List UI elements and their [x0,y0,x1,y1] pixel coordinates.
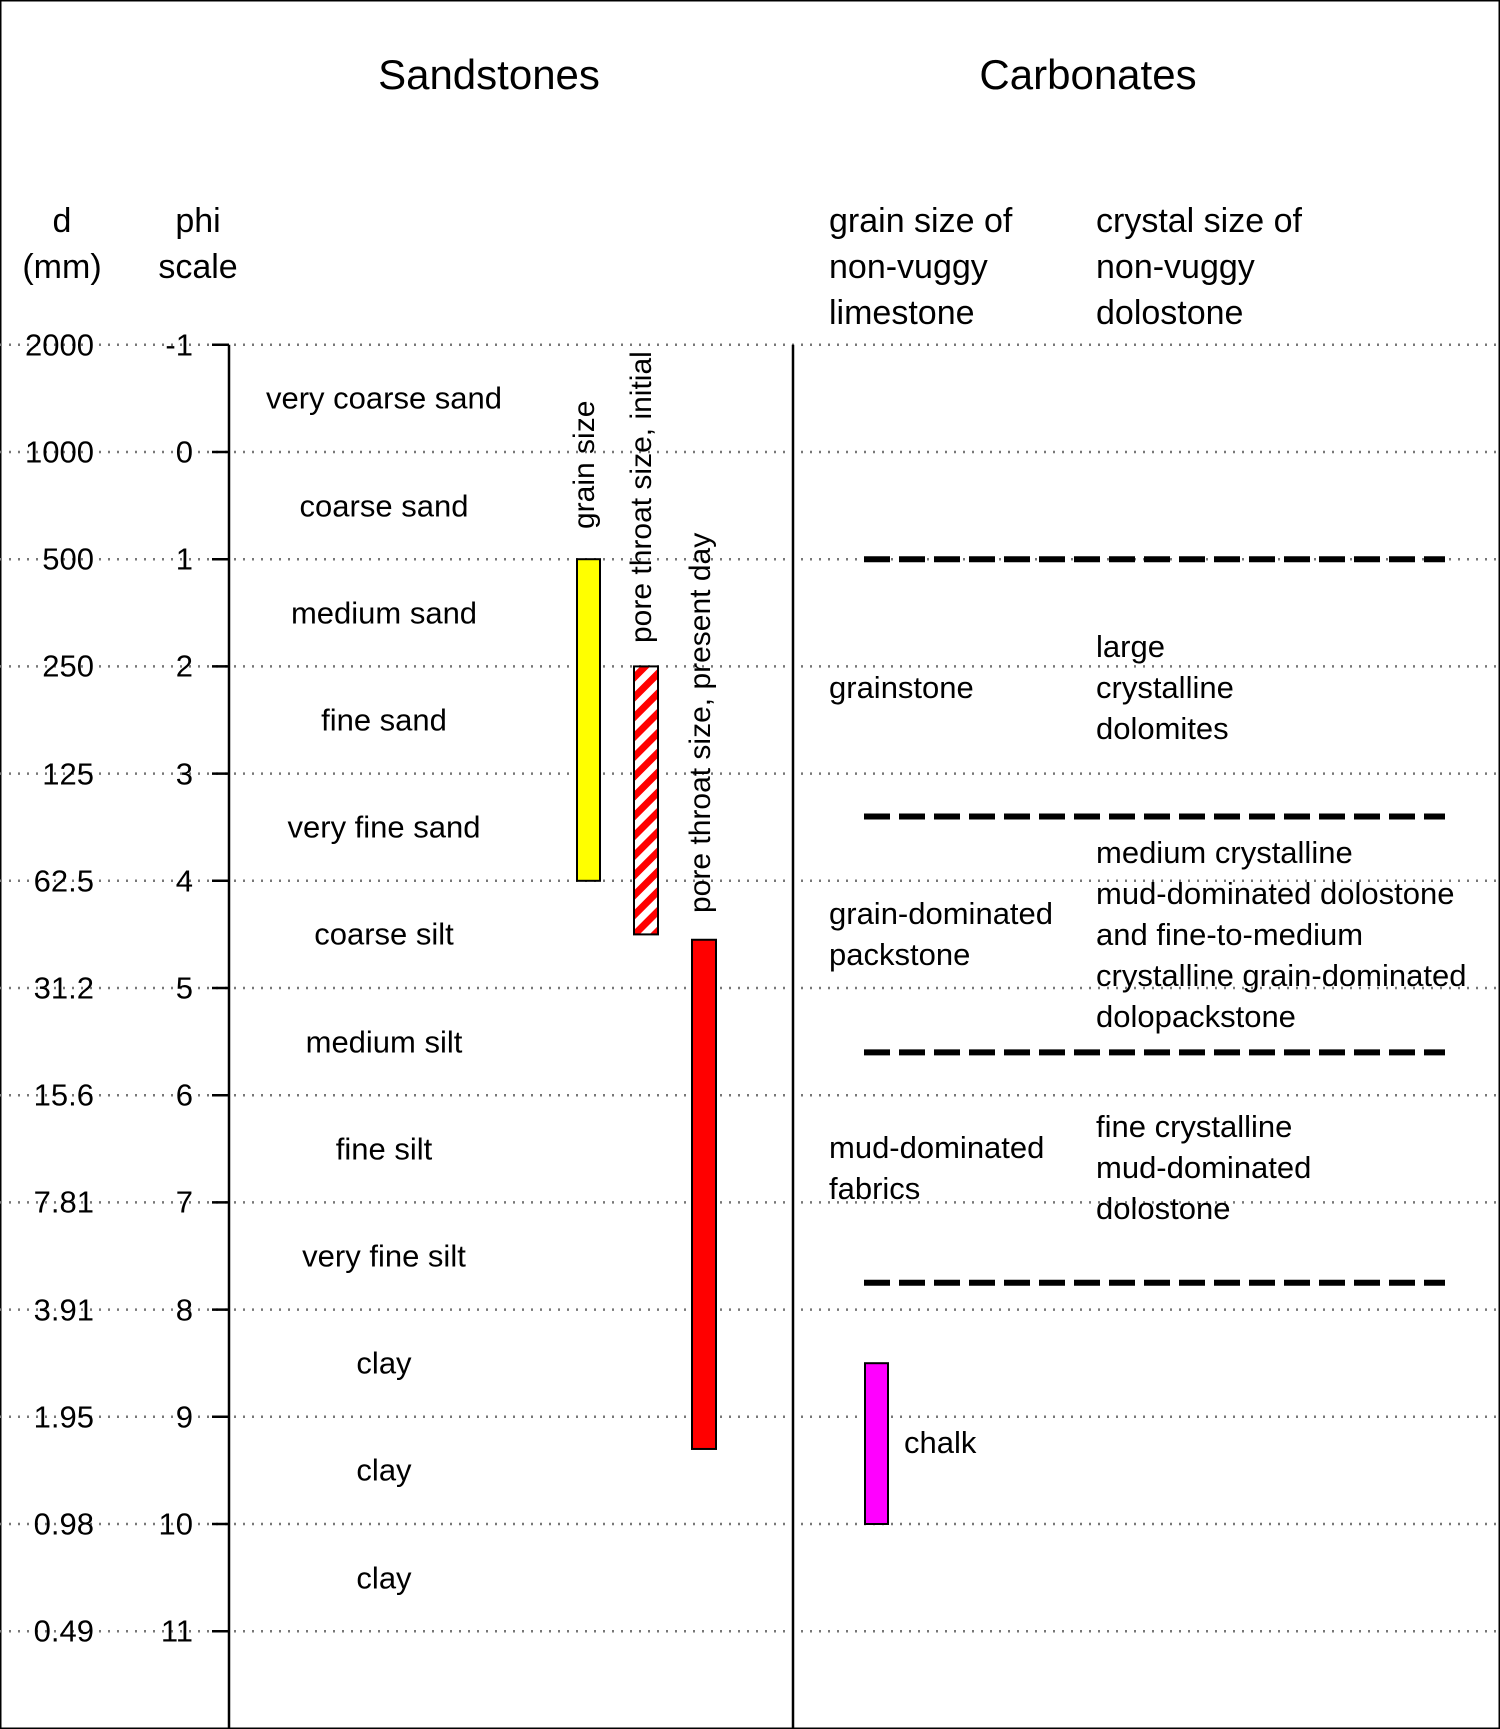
d-label: 3.91 [33,1292,94,1328]
phi-label: 10 [158,1506,193,1542]
limestone-class: mud-dominated fabrics [829,1127,1044,1209]
d-column-header: d (mm) [22,202,102,286]
phi-label: 9 [175,1399,193,1435]
limestone-class-line: fabrics [829,1170,921,1206]
grain-class-label: medium silt [305,1024,463,1060]
dolostone-class-line: mud-dominated [1096,1150,1312,1186]
dolostone-class-line: mud-dominated dolostone [1096,875,1455,911]
grain-class-label: fine sand [321,702,447,738]
grain-class-label: clay [356,1560,412,1596]
phi-label: 5 [175,970,193,1006]
d-label: 250 [42,648,94,684]
d-label: 500 [42,541,94,577]
phi-label: 2 [175,648,193,684]
grain-class-label: fine silt [335,1131,433,1167]
phi-label: 6 [175,1077,193,1113]
chalk-bar [864,1362,889,1525]
grain-class-label: coarse silt [314,916,454,952]
d-label: 0.98 [33,1506,94,1542]
d-label: 62.5 [33,863,94,899]
grain-class-label: very fine sand [287,809,481,845]
phi-label: 8 [175,1292,193,1328]
sandstones-title: Sandstones [378,51,600,98]
carbonates-title: Carbonates [979,51,1197,98]
d-label: 2000 [25,327,94,363]
dolostone-class-line: dolopackstone [1096,998,1296,1034]
grain-class-label: very coarse sand [265,380,503,416]
d-label: 125 [42,756,94,792]
limestone-class: grain-dominated packstone [829,893,1053,975]
phi-label: 4 [175,863,193,899]
d-label: 1000 [25,434,94,470]
dolostone-column-header: crystal size of non-vuggy dolostone [1096,202,1302,332]
phi-label: 1 [175,541,193,577]
bar-label: pore throat size, present day [684,532,717,913]
d-label: 15.6 [33,1077,94,1113]
phi-label: 3 [175,756,193,792]
dolostone-class: large crystalline dolomites [1096,626,1234,749]
dolostone-class-line: dolomites [1096,711,1229,747]
phi-label: 0 [175,434,193,470]
limestone-class-line: grainstone [829,670,974,706]
limestone-class-line: packstone [829,937,971,973]
limestone-class: grainstone [829,667,974,708]
dolostone-class-line: fine crystalline [1096,1109,1293,1145]
dolostone-class: medium crystalline mud-dominated doloston… [1096,832,1466,1037]
d-label: 7.81 [33,1184,94,1220]
phi-label: 7 [175,1184,193,1220]
dolostone-class-line: dolostone [1096,1191,1231,1227]
bar-label: pore throat size, initial [625,351,658,643]
dolostone-class: fine crystalline mud-dominated dolostone [1096,1106,1311,1229]
d-label: 1.95 [33,1399,94,1435]
grain-class-label: clay [356,1345,412,1381]
dolostone-class-line: and fine-to-medium [1096,916,1364,952]
grain-class-label: very fine silt [302,1238,466,1274]
phi-label: 11 [160,1613,193,1649]
chalk-label: chalk [904,1425,977,1461]
range-bar [691,938,717,1450]
dolostone-class-line: medium crystalline [1096,834,1353,870]
grain-class-label: clay [356,1452,412,1488]
bar-label: grain size [568,400,601,529]
grain-class-label: coarse sand [299,488,469,524]
limestone-class-line: grain-dominated [829,896,1054,932]
dolostone-class-line: crystalline grain-dominated [1096,957,1467,993]
phi-label: -1 [165,327,193,363]
d-label: 0.49 [33,1613,94,1649]
phi-column-header: phi scale [158,202,238,286]
grain-class-label: medium sand [290,595,478,631]
range-bar [576,558,601,882]
dolostone-class-line: large [1096,629,1165,665]
dolostone-class-line: crystalline [1096,670,1234,706]
limestone-class-line: mud-dominated [829,1129,1045,1165]
limestone-column-header: grain size of non-vuggy limestone [829,202,1013,332]
range-bar [633,665,659,936]
d-label: 31.2 [33,970,94,1006]
